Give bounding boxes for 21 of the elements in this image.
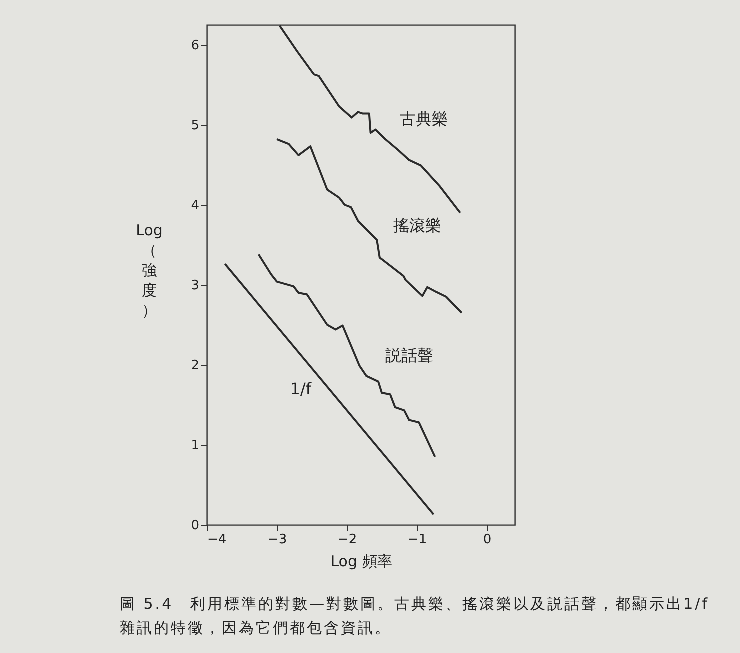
y-tick-label: 5 bbox=[191, 118, 200, 134]
line-series bbox=[276, 138, 463, 314]
y-tick-label: 6 bbox=[191, 38, 200, 54]
line-series bbox=[258, 254, 436, 458]
x-tick-label: 0 bbox=[483, 532, 492, 548]
y-tick-label: 1 bbox=[191, 438, 200, 454]
series-label: 搖滾樂 bbox=[393, 216, 442, 236]
x-tick-label: −2 bbox=[338, 532, 358, 548]
y-tick-label: 4 bbox=[191, 198, 200, 214]
y-tick-label: 3 bbox=[191, 278, 200, 294]
x-tick-label: −3 bbox=[268, 532, 288, 548]
y-axis-title: Log（強度） bbox=[136, 222, 163, 320]
caption: 圖 5.4 利用標準的對數—對數圖。古典樂、搖滾樂以及説話聲，都顯示出1/f雜訊的特徵，因為它們都包含資訊。 bbox=[120, 594, 711, 639]
x-tick-label: −1 bbox=[408, 532, 428, 548]
x-axis-title: Log 頻率 bbox=[330, 552, 392, 570]
series-label: 説話聲 bbox=[385, 346, 434, 365]
x-tick-label: −4 bbox=[208, 532, 227, 548]
series-label: 古典樂 bbox=[400, 109, 448, 128]
y-tick-label: 2 bbox=[191, 358, 200, 374]
y-tick-label: 0 bbox=[191, 518, 200, 534]
series-label: 1/f bbox=[290, 379, 312, 398]
